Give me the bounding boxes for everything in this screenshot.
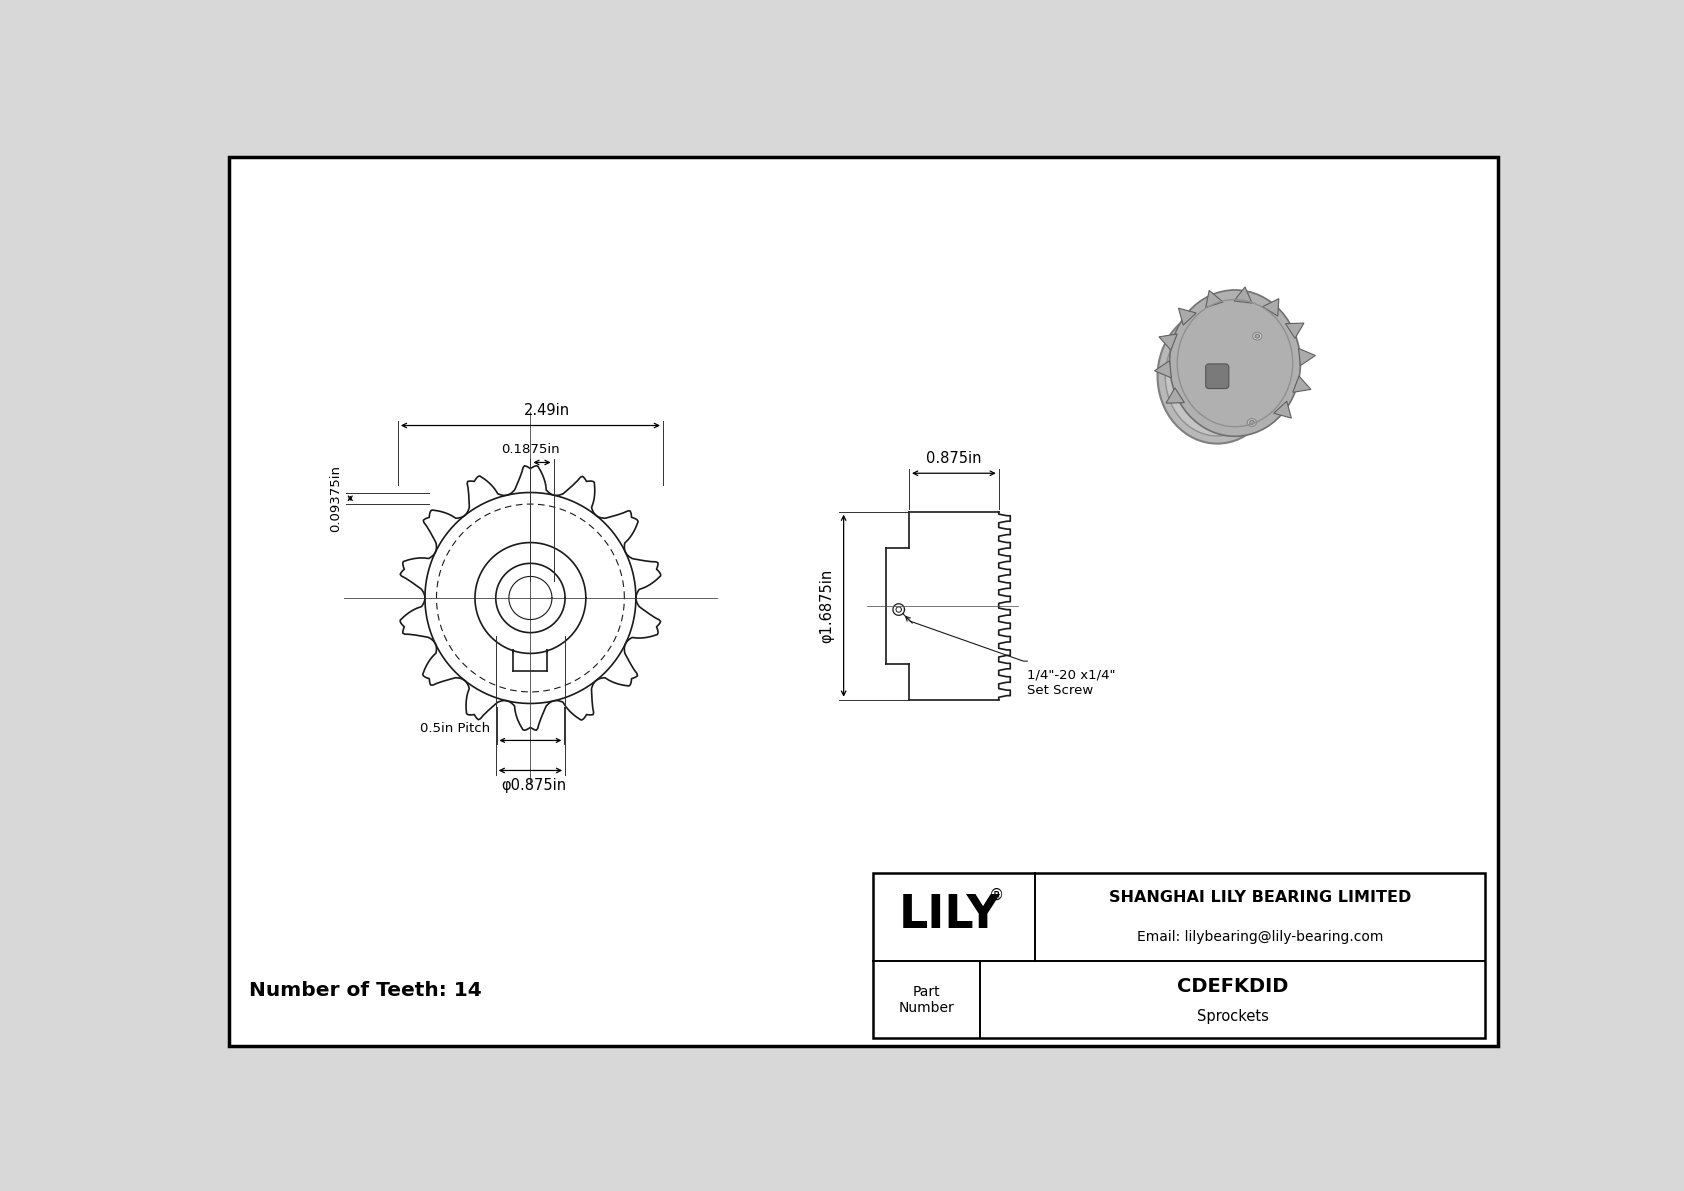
Text: LILY: LILY xyxy=(899,893,1000,939)
Text: CDEFKDID: CDEFKDID xyxy=(1177,977,1288,996)
Text: ®: ® xyxy=(989,887,1004,903)
Ellipse shape xyxy=(1248,418,1256,426)
Text: φ1.6875in: φ1.6875in xyxy=(820,568,834,643)
Ellipse shape xyxy=(1169,289,1300,436)
Ellipse shape xyxy=(1255,335,1260,338)
Text: 0.5in Pitch: 0.5in Pitch xyxy=(421,722,490,735)
Ellipse shape xyxy=(1253,332,1261,341)
Text: Number of Teeth: 14: Number of Teeth: 14 xyxy=(249,981,482,1000)
Polygon shape xyxy=(1206,291,1223,307)
Text: Sprockets: Sprockets xyxy=(1197,1010,1268,1024)
Polygon shape xyxy=(1159,333,1177,350)
Text: φ0.875in: φ0.875in xyxy=(502,778,568,793)
Text: 0.875in: 0.875in xyxy=(926,450,982,466)
Bar xyxy=(872,873,1485,1039)
Polygon shape xyxy=(1273,401,1292,418)
Text: 0.1875in: 0.1875in xyxy=(502,443,559,456)
Polygon shape xyxy=(1293,376,1310,392)
Polygon shape xyxy=(1298,349,1315,366)
Ellipse shape xyxy=(1165,317,1270,436)
Text: SHANGHAI LILY BEARING LIMITED: SHANGHAI LILY BEARING LIMITED xyxy=(1110,890,1411,905)
Text: 1/4"-20 x1/4"
Set Screw: 1/4"-20 x1/4" Set Screw xyxy=(1027,669,1116,697)
Polygon shape xyxy=(1285,323,1303,338)
Ellipse shape xyxy=(1157,308,1276,443)
FancyBboxPatch shape xyxy=(1206,364,1229,388)
Ellipse shape xyxy=(1191,348,1243,405)
Polygon shape xyxy=(1263,299,1278,316)
Polygon shape xyxy=(1165,388,1184,404)
Text: 0.09375in: 0.09375in xyxy=(330,464,342,531)
Text: Part
Number: Part Number xyxy=(899,985,955,1015)
Ellipse shape xyxy=(1250,420,1255,424)
Text: 2.49in: 2.49in xyxy=(524,403,571,418)
Text: Email: lilybearing@lily-bearing.com: Email: lilybearing@lily-bearing.com xyxy=(1137,930,1384,943)
Polygon shape xyxy=(1179,308,1196,325)
Polygon shape xyxy=(1234,287,1253,304)
Polygon shape xyxy=(1155,361,1172,378)
